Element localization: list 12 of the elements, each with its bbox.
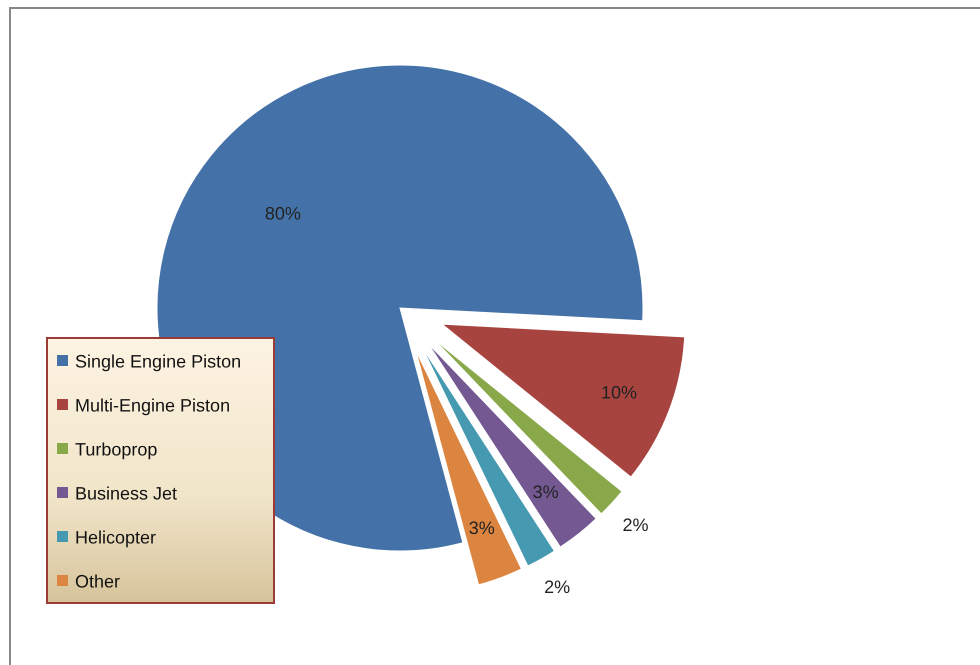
data-label: 2% (622, 514, 649, 535)
legend-label: Other (75, 571, 120, 592)
data-label: 3% (532, 482, 559, 502)
data-label: 2% (544, 577, 570, 598)
data-label: 3% (468, 518, 495, 538)
legend-label: Single Engine Piston (75, 351, 242, 372)
legend-label: Helicopter (75, 527, 156, 548)
legend-label: Multi-Engine Piston (75, 395, 230, 416)
legend-label: Business Jet (75, 483, 178, 504)
data-label: 80% (264, 203, 301, 224)
data-label: 10% (600, 382, 637, 402)
legend-label: Turboprop (75, 439, 158, 460)
